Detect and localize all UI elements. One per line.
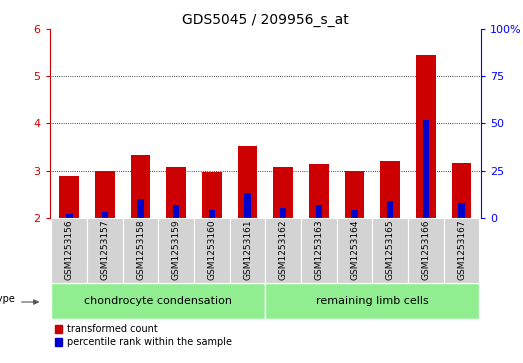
Bar xyxy=(95,171,115,218)
Bar xyxy=(309,163,329,218)
Bar xyxy=(60,176,79,218)
Bar xyxy=(351,210,358,218)
Text: GSM1253162: GSM1253162 xyxy=(279,220,288,280)
Bar xyxy=(230,218,266,283)
Bar xyxy=(380,161,400,218)
Bar xyxy=(131,155,151,218)
Bar xyxy=(274,167,293,218)
Bar xyxy=(209,210,215,218)
Bar xyxy=(166,167,186,218)
Bar xyxy=(51,218,87,283)
Bar xyxy=(444,218,480,283)
Bar xyxy=(173,205,179,218)
Bar xyxy=(266,283,480,319)
Text: GSM1253164: GSM1253164 xyxy=(350,220,359,280)
Text: chondrocyte condensation: chondrocyte condensation xyxy=(84,296,232,306)
Bar xyxy=(280,208,287,218)
Bar xyxy=(408,218,444,283)
Bar xyxy=(452,163,471,218)
Bar xyxy=(102,212,108,218)
Bar xyxy=(244,193,251,218)
Bar xyxy=(194,218,230,283)
Bar xyxy=(202,172,222,218)
Bar xyxy=(123,218,158,283)
Text: cell type: cell type xyxy=(0,294,15,305)
Bar xyxy=(345,171,365,218)
Text: GSM1253159: GSM1253159 xyxy=(172,220,181,280)
Bar xyxy=(51,283,266,319)
Bar xyxy=(423,120,429,218)
Text: GSM1253166: GSM1253166 xyxy=(422,220,430,280)
Text: remaining limb cells: remaining limb cells xyxy=(316,296,429,306)
Legend: transformed count, percentile rank within the sample: transformed count, percentile rank withi… xyxy=(54,324,232,347)
Bar xyxy=(158,218,194,283)
Bar xyxy=(458,203,465,218)
Bar xyxy=(138,199,144,218)
Bar xyxy=(316,205,322,218)
Text: GSM1253161: GSM1253161 xyxy=(243,220,252,280)
Bar xyxy=(238,146,257,218)
Text: GSM1253167: GSM1253167 xyxy=(457,220,466,280)
Text: GSM1253157: GSM1253157 xyxy=(100,220,109,280)
Bar xyxy=(66,214,73,218)
Text: GSM1253160: GSM1253160 xyxy=(208,220,217,280)
Bar xyxy=(416,55,436,218)
Text: GSM1253156: GSM1253156 xyxy=(65,220,74,280)
Bar xyxy=(87,218,123,283)
Bar xyxy=(337,218,372,283)
Bar xyxy=(387,201,393,218)
Text: GSM1253158: GSM1253158 xyxy=(136,220,145,280)
Bar xyxy=(301,218,337,283)
Text: GSM1253163: GSM1253163 xyxy=(314,220,323,280)
Text: GSM1253165: GSM1253165 xyxy=(386,220,395,280)
Bar xyxy=(372,218,408,283)
Title: GDS5045 / 209956_s_at: GDS5045 / 209956_s_at xyxy=(182,13,349,26)
Bar xyxy=(266,218,301,283)
